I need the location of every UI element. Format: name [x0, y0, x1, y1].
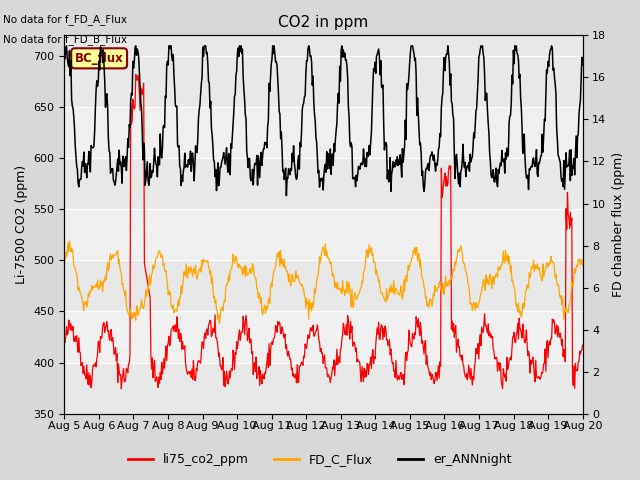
Bar [65, 209, 582, 260]
Y-axis label: Li-7500 CO2 (ppm): Li-7500 CO2 (ppm) [15, 165, 28, 284]
Bar [65, 312, 582, 362]
Text: BC_flux: BC_flux [75, 52, 124, 65]
Legend: li75_co2_ppm, FD_C_Flux, er_ANNnight: li75_co2_ppm, FD_C_Flux, er_ANNnight [124, 448, 516, 471]
Title: CO2 in ppm: CO2 in ppm [278, 15, 369, 30]
Text: No data for f_FD_A_Flux: No data for f_FD_A_Flux [3, 14, 127, 25]
Text: No data for f_FD_B_Flux: No data for f_FD_B_Flux [3, 34, 127, 45]
Bar [65, 107, 582, 158]
Y-axis label: FD chamber flux (ppm): FD chamber flux (ppm) [612, 152, 625, 297]
